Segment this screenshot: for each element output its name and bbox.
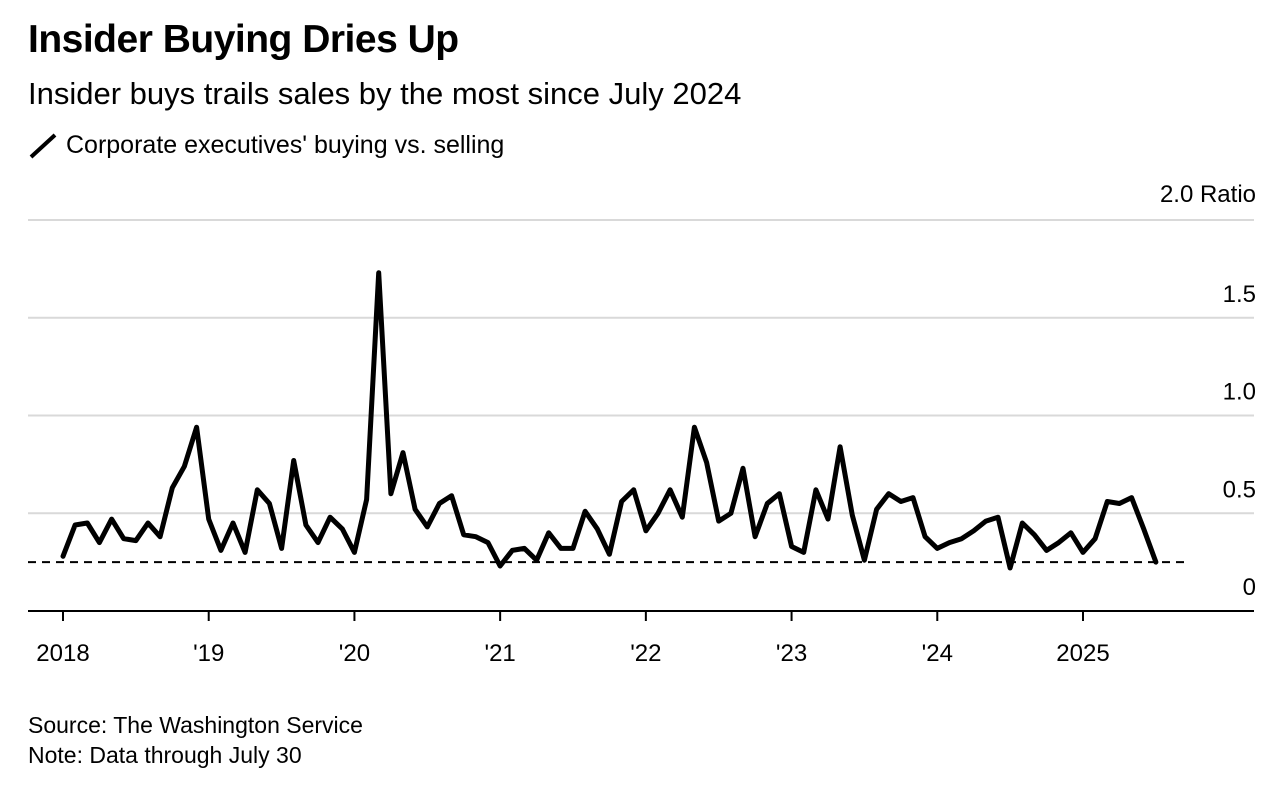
x-axis-labels: 2018 '19 '20 '21 '22 '23 '24 2025: [36, 640, 1109, 667]
x-tick-label: '21: [485, 640, 516, 667]
series-group: [60, 270, 1159, 571]
x-tick-label: '19: [193, 640, 224, 667]
chart-subtitle: Insider buys trails sales by the most si…: [28, 76, 742, 111]
x-tick-label: 2018: [36, 640, 89, 667]
chart-title: Insider Buying Dries Up: [28, 18, 459, 61]
x-tick-label: '23: [776, 640, 807, 667]
series-line-0: [60, 270, 1159, 571]
legend-label: Corporate executives' buying vs. selling: [66, 130, 505, 159]
chart-legend: Corporate executives' buying vs. selling: [28, 130, 504, 160]
gridlines: [28, 219, 1254, 515]
footnote: Note: Data through July 30: [28, 742, 302, 768]
y-axis-labels: 0 0.5 1.0 1.5 2.0 Ratio: [1160, 181, 1256, 601]
y-tick-label: 1.5: [1223, 281, 1256, 308]
y-tick-label: 0.5: [1223, 476, 1256, 503]
line-series-icon: [29, 133, 57, 159]
y-tick-label: 1.0: [1223, 379, 1256, 406]
x-tick-label: 2025: [1056, 640, 1109, 667]
source-note: Source: The Washington Service: [28, 712, 363, 738]
x-axis: [28, 610, 1254, 621]
y-tick-label: 2.0 Ratio: [1160, 181, 1256, 208]
x-tick-label: '20: [339, 640, 370, 667]
x-tick-label: '24: [922, 640, 953, 667]
y-tick-label: 0: [1243, 574, 1256, 601]
x-tick-label: '22: [630, 640, 661, 667]
